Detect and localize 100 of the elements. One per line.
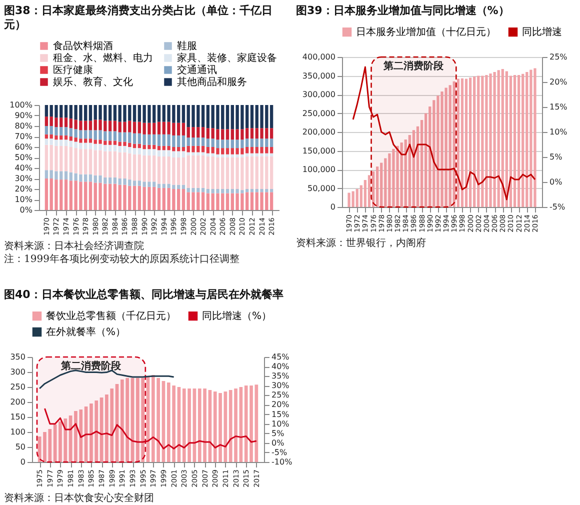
bar [157,146,161,150]
bar [226,158,230,189]
legend-label: 鞋服 [177,40,197,52]
bar [348,192,350,207]
bar [456,78,460,207]
y2-tick-label: -5% [272,448,288,457]
bar [201,127,205,138]
bar [493,72,496,207]
bar [226,193,230,210]
bar [132,154,136,181]
line-series [44,408,258,450]
bar [113,144,117,152]
y2-tick-label: 35% [272,372,290,381]
bar [270,189,274,192]
bar [44,178,48,210]
bar [132,148,136,154]
bar [392,148,395,207]
y-tick-label: 60% [14,142,33,152]
bar [497,70,500,207]
bar [270,153,274,156]
bar [44,105,48,117]
y2-tick-label: 20% [272,400,290,410]
bar [182,147,186,152]
y-tick-label: 250,000 [302,108,336,118]
y2-tick-label: 20% [550,78,568,86]
bar [201,192,205,210]
bar [250,189,254,192]
line-series [38,370,175,390]
bar [226,148,230,154]
bar [44,170,48,178]
bar [113,131,117,141]
bar [226,129,230,140]
y-tick-label: 150 [10,412,26,422]
y-tick-label: 50 [15,442,26,452]
bar [44,138,48,145]
bar [64,105,68,118]
bar [113,120,117,132]
bar [368,175,371,207]
bar [182,105,186,123]
y2-tick-label: 10% [272,419,290,428]
y2-tick-label: 45% [272,352,290,362]
legend-label: 食品饮料烟酒 [53,40,113,52]
bar [88,142,92,150]
bar [201,105,205,128]
legend-label: 餐饮业总零售额（千亿日元） [46,310,176,322]
bar [157,150,161,156]
bar [182,135,186,147]
chart-title: 图40：日本餐饮业总零售额、同比增速与居民在外就餐率 [4,288,284,302]
band-label: 第二消费阶段 [382,60,445,72]
bar [113,184,117,210]
bar [64,146,68,172]
legend-label: 同比增速（%） [202,310,272,322]
bar [182,158,186,185]
legend-label: 交通通讯 [177,64,217,76]
bar [356,189,358,207]
bar [522,74,524,207]
bar [501,69,504,207]
bar [64,171,68,180]
bar [201,146,205,152]
y2-tick-label: 5% [550,152,563,162]
legend-label: 同比增速 [522,26,562,38]
y-tick-label: 90% [14,111,33,120]
y-tick-label: 40% [14,164,33,172]
bar [517,75,520,207]
y-tick-label: 30% [14,174,33,183]
bar [534,68,536,207]
text: 资料来源：日本社会经济调查院 [4,240,145,253]
bar [468,78,472,207]
bar [250,192,254,210]
y-tick-label: 0 [330,202,336,212]
bar [201,152,205,156]
bar [380,162,383,207]
text: 注：1999年各项比例变动较大的原因系统计口径调整 [4,253,240,266]
bar [477,76,480,207]
bar [481,76,484,207]
bar [132,144,136,148]
bar [88,130,92,139]
bar [157,134,161,146]
bar [452,81,456,207]
bar [88,182,92,210]
bar [182,122,186,136]
bar [53,424,57,462]
bar [270,147,274,154]
bar [132,122,136,134]
y-tick-label: 350,000 [302,71,336,80]
bar [132,180,136,186]
bar [132,133,136,144]
y2-tick-label: 25% [272,390,290,400]
y2-tick-label: -10% [272,458,293,466]
bar [201,155,205,188]
y2-tick-label: 0% [272,438,285,448]
bar [489,74,492,207]
bar [352,191,354,207]
bar [250,153,254,156]
y-tick-label: 250 [10,382,26,392]
bar [526,72,528,207]
bar [250,128,254,139]
chart-title: 图38：日本家庭最终消费支出分类占比（单位：千亿日元） [4,4,274,32]
y-tick-label: 0 [20,458,26,466]
y-tick-label: 100% [10,100,33,110]
